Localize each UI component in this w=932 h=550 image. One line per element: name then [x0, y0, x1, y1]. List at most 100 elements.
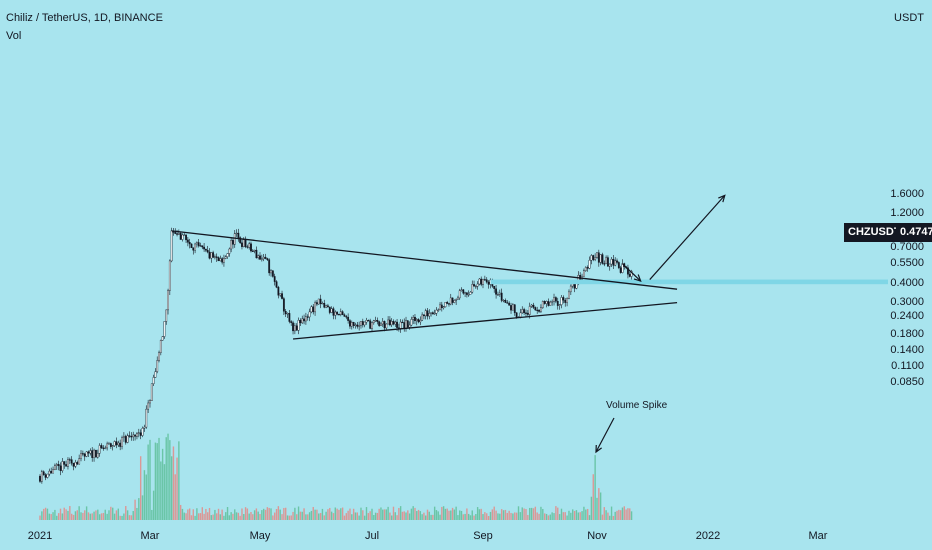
volume-bar [417, 509, 420, 520]
candle-body [396, 321, 398, 328]
candle-body [345, 316, 348, 318]
volume-bar [63, 507, 65, 520]
volume-bar [98, 514, 101, 520]
volume-bar [294, 507, 296, 520]
volume-bar [70, 513, 73, 520]
volume-bar [358, 515, 360, 520]
volume-bar [232, 513, 234, 520]
volume-bar [455, 506, 457, 520]
volume-bar [217, 508, 220, 520]
candle-body [46, 473, 49, 478]
volume-bars [39, 433, 633, 520]
volume-bar [319, 512, 322, 520]
candle-body [354, 324, 357, 326]
candle-body [115, 441, 118, 446]
volume-bar [312, 506, 314, 520]
volume-bar [437, 511, 439, 520]
volume-bar [412, 506, 414, 520]
volume-spike-arrow[interactable] [595, 417, 615, 453]
candle-body [91, 450, 94, 458]
volume-bar [577, 512, 580, 520]
volume-bar [85, 506, 88, 520]
candle-body [219, 258, 222, 262]
candle-body [412, 316, 415, 320]
candle-body [338, 314, 340, 316]
candle-body [255, 249, 258, 259]
volume-bar [91, 513, 93, 520]
volume-bar [493, 506, 495, 520]
volume-bar [161, 448, 164, 520]
candle-body [250, 243, 252, 252]
candle-body [163, 321, 166, 337]
candle-body [336, 311, 339, 315]
candle-body [525, 312, 527, 314]
y-tick-label: 0.0850 [890, 376, 924, 389]
volume-bar [432, 514, 434, 520]
candle-body [534, 307, 537, 311]
breakout-target-arrow[interactable] [649, 194, 726, 280]
candle-body [621, 263, 624, 273]
volume-bar [451, 507, 454, 520]
volume-bar [619, 510, 622, 520]
candle-body [583, 270, 585, 277]
volume-bar [390, 515, 393, 520]
candle-body [306, 316, 309, 318]
volume-bar [441, 506, 443, 520]
volume-bar [426, 509, 429, 520]
volume-bar [113, 513, 116, 520]
volume-bar [605, 510, 607, 520]
volume-bar [540, 506, 542, 520]
x-tick-label: Nov [587, 530, 607, 542]
candle-body [339, 311, 342, 315]
volume-bar [336, 508, 338, 520]
volume-bar [325, 511, 327, 520]
volume-bar [383, 509, 386, 520]
volume-bar [307, 514, 309, 520]
volume-bar [128, 515, 131, 520]
candle-body [168, 260, 171, 291]
volume-bar [279, 509, 281, 520]
y-tick-label: 0.2400 [890, 309, 924, 322]
y-tick-label: 0.1400 [890, 344, 924, 357]
volume-bar [179, 504, 182, 520]
candle-body [170, 230, 173, 262]
volume-bar [201, 507, 203, 520]
candle-body [295, 325, 298, 331]
candle-body [334, 311, 337, 316]
ascending-trendline[interactable] [292, 301, 678, 340]
descending-trendline[interactable] [171, 230, 678, 290]
volume-bar [52, 512, 54, 520]
volume-bar [592, 474, 594, 520]
arrow-annotations[interactable] [595, 194, 726, 454]
volume-bar [97, 509, 99, 520]
volume-bar [329, 507, 331, 520]
candle-body [260, 258, 263, 260]
candle-body [521, 309, 524, 314]
volume-bar [570, 512, 572, 520]
y-tick-label: 0.3000 [890, 295, 924, 308]
x-tick-label: Mar [140, 530, 160, 542]
candle-body [52, 469, 54, 474]
candle-body [523, 309, 526, 314]
volume-bar [126, 510, 129, 520]
volume-bar [480, 508, 482, 520]
candle-body [186, 239, 189, 243]
volume-bar [266, 507, 269, 520]
candle-body [179, 232, 182, 240]
volume-spike-label: Volume Spike [606, 400, 668, 411]
volume-bar [174, 474, 176, 520]
candle-body [442, 306, 445, 309]
pullback-arrow-head [633, 274, 642, 283]
candle-body [487, 281, 490, 285]
candle-body [152, 377, 155, 384]
volume-bar [139, 456, 142, 520]
volume-bar [491, 509, 494, 520]
candle-body [592, 255, 595, 260]
candle-body [185, 234, 187, 241]
pullback-arrow[interactable] [622, 263, 642, 282]
candle-body [414, 316, 416, 321]
volume-bar [486, 513, 488, 520]
x-tick-label: Sep [473, 530, 493, 542]
volume-bar [489, 511, 492, 520]
